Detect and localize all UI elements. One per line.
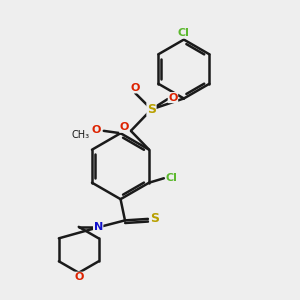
Text: O: O: [74, 272, 83, 282]
Text: O: O: [120, 122, 129, 132]
Text: O: O: [130, 83, 140, 93]
Text: CH₃: CH₃: [71, 130, 89, 140]
Text: S: S: [147, 103, 156, 116]
Text: O: O: [168, 93, 178, 103]
Text: Cl: Cl: [178, 28, 190, 38]
Text: S: S: [150, 212, 159, 225]
Text: Cl: Cl: [166, 173, 178, 183]
Text: O: O: [91, 125, 101, 135]
Text: N: N: [94, 222, 103, 232]
